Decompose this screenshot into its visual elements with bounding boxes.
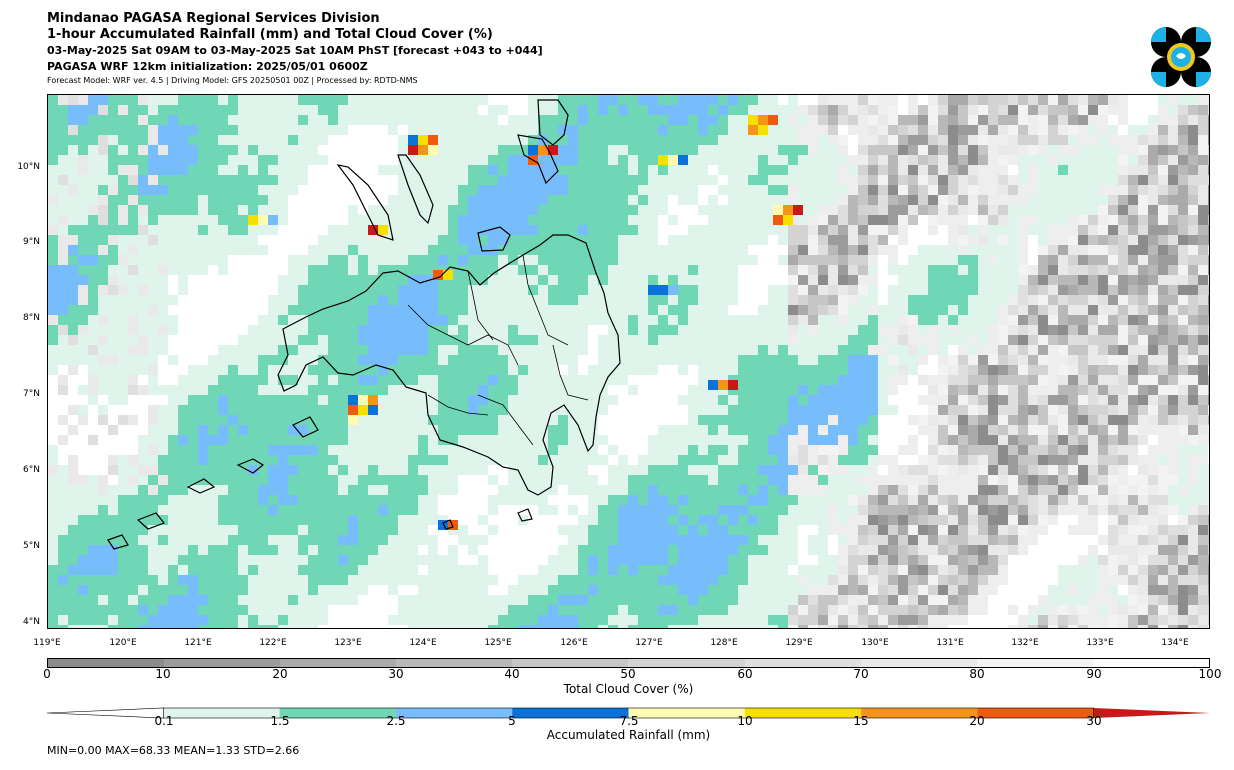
cloud-tick: 20 <box>272 667 288 681</box>
cloud-colorbar-segment <box>280 659 397 667</box>
map-panel <box>47 94 1210 629</box>
cloud-tick: 0 <box>43 667 51 681</box>
rain-tick: 7.5 <box>619 714 639 728</box>
lon-label-119e: 119°E <box>33 638 61 648</box>
lat-label-7n: 7°N <box>23 389 40 399</box>
cloud-colorbar-segment <box>48 659 165 667</box>
lon-label-131e: 131°E <box>936 638 964 648</box>
title-line-3: 03-May-2025 Sat 09AM to 03-May-2025 Sat … <box>47 44 543 57</box>
cloud-tick: 90 <box>1086 667 1102 681</box>
lon-label-127e: 127°E <box>635 638 663 648</box>
rain-colorbar-segment <box>744 708 862 718</box>
cloud-tick: 60 <box>737 667 753 681</box>
coastline-outline <box>107 99 621 550</box>
cloud-tick: 10 <box>155 667 171 681</box>
lat-label-6n: 6°N <box>23 465 40 475</box>
lat-label-9n: 9°N <box>23 237 40 247</box>
rainfall-colorbar <box>46 704 1210 719</box>
rain-tick: 30 <box>1086 714 1102 728</box>
rain-colorbar-segment <box>279 708 396 718</box>
cloud-colorbar-segment <box>512 659 629 667</box>
rain-tick: 10 <box>737 714 753 728</box>
map-canvas <box>48 95 1209 628</box>
cloud-colorbar-segment <box>164 659 281 667</box>
cloud-cover-layer <box>48 95 1209 628</box>
province-boundaries <box>407 254 589 446</box>
cloud-colorbar-segment <box>1092 659 1209 667</box>
lon-label-128e: 128°E <box>710 638 738 648</box>
cloud-tick: 70 <box>853 667 869 681</box>
stats-summary: MIN=0.00 MAX=68.33 MEAN=1.33 STD=2.66 <box>47 744 300 757</box>
rain-tick: 2.5 <box>386 714 406 728</box>
lon-label-130e: 130°E <box>861 638 889 648</box>
lon-label-120e: 120°E <box>109 638 137 648</box>
pagasa-logo-icon <box>1150 26 1212 88</box>
cloud-colorbar-segment <box>860 659 977 667</box>
lat-label-4n: 4°N <box>23 617 40 627</box>
cloud-colorbar-label: Total Cloud Cover (%) <box>563 682 694 696</box>
lon-label-132e: 132°E <box>1011 638 1039 648</box>
lon-label-123e: 123°E <box>334 638 362 648</box>
rain-tick: 5 <box>508 714 516 728</box>
cloud-tick: 50 <box>620 667 636 681</box>
rain-tick: 15 <box>853 714 869 728</box>
rain-colorbar-segment <box>395 708 513 718</box>
cloud-tick: 30 <box>388 667 404 681</box>
cloud-colorbar-segment <box>976 659 1093 667</box>
lon-label-129e: 129°E <box>785 638 813 648</box>
lon-label-134e: 134°E <box>1161 638 1189 648</box>
lon-label-121e: 121°E <box>184 638 212 648</box>
cloud-colorbar-segment <box>628 659 745 667</box>
cloud-tick: 40 <box>504 667 520 681</box>
title-line-5: Forecast Model: WRF ver. 4.5 | Driving M… <box>47 76 418 85</box>
cloud-colorbar-segment <box>744 659 861 667</box>
rain-colorbar-segment <box>628 708 745 718</box>
rain-colorbar-segment <box>861 708 978 718</box>
lon-label-125e: 125°E <box>484 638 512 648</box>
cloud-colorbar-segment <box>396 659 513 667</box>
lon-label-122e: 122°E <box>259 638 287 648</box>
rain-tick: 0.1 <box>154 714 174 728</box>
rain-colorbar-segment <box>163 708 280 718</box>
rain-colorbar-segment <box>512 708 629 718</box>
rain-colorbar-label: Accumulated Rainfall (mm) <box>546 728 711 742</box>
cloud-tick: 80 <box>969 667 985 681</box>
lat-label-10n: 10°N <box>17 162 40 172</box>
rain-colorbar-over <box>1093 708 1210 718</box>
lat-label-5n: 5°N <box>23 541 40 551</box>
title-line-4: PAGASA WRF 12km initialization: 2025/05/… <box>47 60 368 73</box>
rain-tick: 20 <box>969 714 985 728</box>
title-line-1: Mindanao PAGASA Regional Services Divisi… <box>47 11 380 26</box>
rain-colorbar-segment <box>977 708 1094 718</box>
rainfall-layer <box>48 95 1209 628</box>
title-line-2: 1-hour Accumulated Rainfall (mm) and Tot… <box>47 27 493 42</box>
lat-label-8n: 8°N <box>23 313 40 323</box>
lon-label-133e: 133°E <box>1086 638 1114 648</box>
cloud-tick: 100 <box>1198 667 1222 681</box>
rain-tick: 1.5 <box>270 714 290 728</box>
lon-label-124e: 124°E <box>409 638 437 648</box>
cloud-cover-colorbar <box>47 658 1210 668</box>
lon-label-126e: 126°E <box>560 638 588 648</box>
